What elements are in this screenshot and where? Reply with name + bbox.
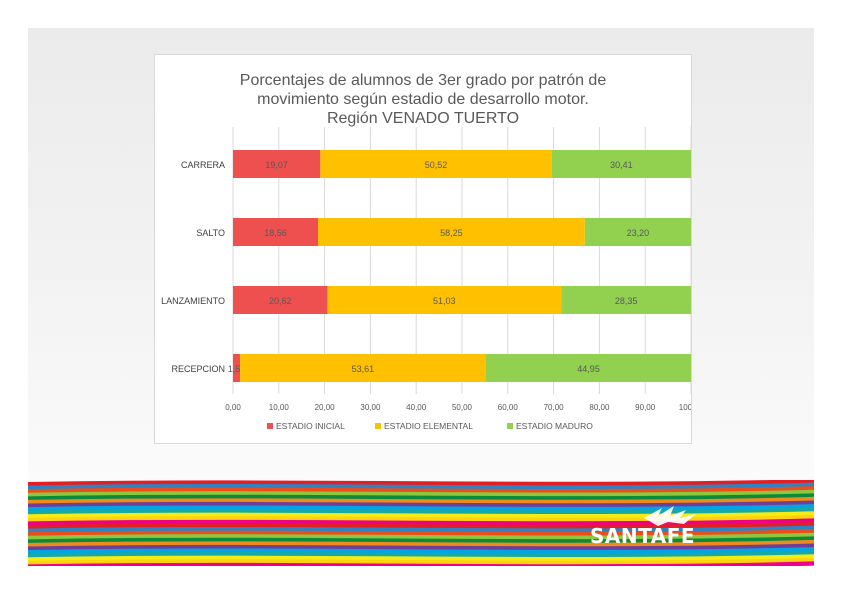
data-label-2-2: 28,35 xyxy=(615,296,638,306)
data-label-2-1: 51,03 xyxy=(433,296,456,306)
stripe-0 xyxy=(28,480,814,487)
bar-3-2 xyxy=(485,354,691,382)
bar-2-2 xyxy=(561,286,691,314)
bar-1-1 xyxy=(318,218,585,246)
category-label-0: CARRERA xyxy=(181,160,225,170)
x-tick-label-10: 100,00 xyxy=(679,403,691,412)
bar-1-0 xyxy=(233,218,319,246)
legend-label-1: ESTADIO ELEMENTAL xyxy=(384,421,473,431)
stacked-bar-chart: CARRERA 19,07 50,52 30,41 SALTO 18,56 58,25 23,… xyxy=(161,127,691,431)
x-tick-label-1: 10,00 xyxy=(269,403,290,412)
category-label-1: SALTO xyxy=(196,228,225,238)
data-label-3-0: 1,55 xyxy=(228,364,246,374)
legend-label-2: ESTADIO MADURO xyxy=(516,421,593,431)
decorative-stripes xyxy=(28,480,814,566)
santafe-logo-text: SANTAFE xyxy=(590,524,696,548)
x-tick-label-0: 0,00 xyxy=(225,403,241,412)
data-label-0-2: 30,41 xyxy=(610,160,633,170)
category-label-2: LANZAMIENTO xyxy=(161,296,225,306)
data-label-0-0: 19,07 xyxy=(265,160,288,170)
data-label-0-1: 50,52 xyxy=(425,160,448,170)
x-tick-label-4: 40,00 xyxy=(406,403,427,412)
data-label-1-1: 58,25 xyxy=(440,228,463,238)
bar-3-1 xyxy=(240,354,486,382)
legend-swatch-1 xyxy=(375,423,381,429)
chart-title-line-3: Región VENADO TUERTO xyxy=(326,110,520,127)
bar-2-0 xyxy=(233,286,328,314)
slide-background: Porcentajes de alumnos de 3er grado por … xyxy=(28,28,814,566)
santafe-bird-logo-icon xyxy=(644,506,696,526)
data-label-2-0: 20,62 xyxy=(269,296,292,306)
chart-title-line-2: movimiento según estadio de desarrollo m… xyxy=(257,91,589,108)
legend-swatch-2 xyxy=(507,423,513,429)
bar-3-0 xyxy=(233,354,241,382)
bar-2-1 xyxy=(327,286,562,314)
stripe-23 xyxy=(28,561,814,566)
x-tick-label-5: 50,00 xyxy=(452,403,473,412)
bar-1-2 xyxy=(584,218,691,246)
bar-0-2 xyxy=(551,150,691,178)
data-label-3-1: 53,61 xyxy=(352,364,375,374)
chart-title: Porcentajes de alumnos de 3er grado por … xyxy=(155,71,691,128)
x-tick-label-2: 20,00 xyxy=(315,403,336,412)
data-label-1-0: 18,56 xyxy=(264,228,287,238)
category-label-3: RECEPCION xyxy=(171,364,225,374)
x-tick-label-3: 30,00 xyxy=(360,403,381,412)
x-tick-label-9: 90,00 xyxy=(635,403,656,412)
x-tick-label-7: 70,00 xyxy=(544,403,565,412)
data-label-1-2: 23,20 xyxy=(627,228,650,238)
bar-0-0 xyxy=(233,150,321,178)
data-label-3-2: 44,95 xyxy=(577,364,600,374)
legend-label-0: ESTADIO INICIAL xyxy=(276,421,345,431)
bar-0-1 xyxy=(320,150,552,178)
x-tick-label-8: 80,00 xyxy=(589,403,610,412)
x-tick-label-6: 60,00 xyxy=(498,403,519,412)
chart-title-line-1: Porcentajes de alumnos de 3er grado por … xyxy=(239,72,607,89)
chart-card: Porcentajes de alumnos de 3er grado por … xyxy=(154,54,692,444)
legend-swatch-0 xyxy=(267,423,273,429)
